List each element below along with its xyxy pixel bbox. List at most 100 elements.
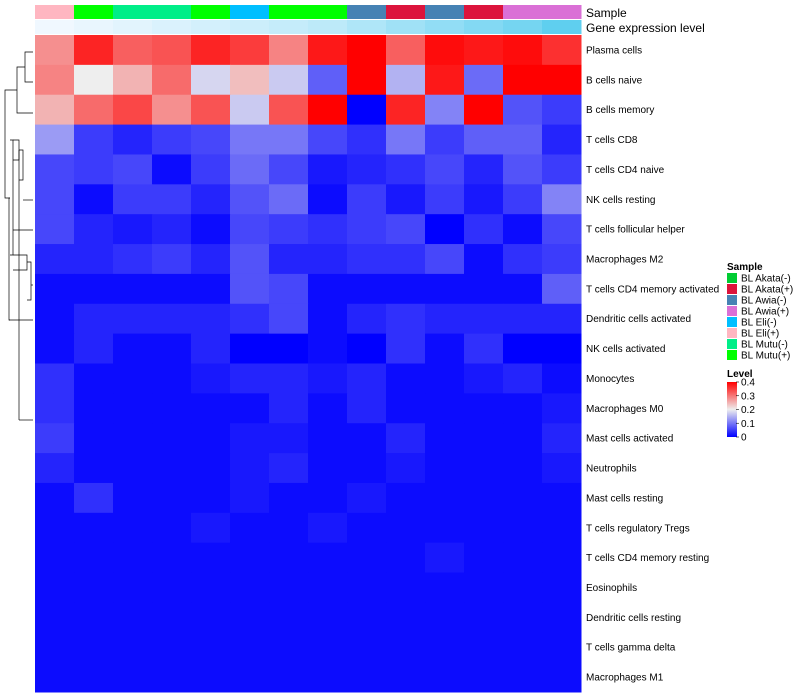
sample-legend-swatch bbox=[727, 350, 737, 360]
heatmap-cell bbox=[464, 94, 504, 126]
heatmap-cell bbox=[113, 94, 153, 126]
sample-legend-label: BL Eli(-) bbox=[741, 318, 777, 329]
heatmap-cell bbox=[35, 572, 75, 603]
heatmap-cell bbox=[542, 632, 582, 663]
sample-legend-swatch bbox=[727, 295, 737, 305]
annotation-label-sample: Sample bbox=[586, 6, 627, 20]
heatmap-cell bbox=[152, 35, 192, 66]
heatmap-cell bbox=[191, 482, 231, 514]
heatmap-cell bbox=[35, 393, 75, 424]
heatmap-cell bbox=[152, 333, 192, 364]
sample-annotation-cell bbox=[386, 5, 426, 19]
heatmap-cell bbox=[230, 64, 270, 96]
heatmap-cell bbox=[464, 632, 504, 663]
heatmap-cell bbox=[347, 423, 387, 454]
heatmap-cell bbox=[347, 35, 387, 66]
sample-legend-label: BL Awia(+) bbox=[741, 307, 789, 318]
heatmap-cell bbox=[74, 453, 114, 484]
heatmap-cell bbox=[542, 184, 582, 215]
heatmap-cell bbox=[35, 363, 75, 394]
heatmap-cell bbox=[269, 482, 309, 514]
heatmap-cell bbox=[35, 482, 75, 514]
heatmap-cell bbox=[74, 363, 114, 394]
heatmap-cell bbox=[74, 303, 114, 335]
heatmap-cell bbox=[35, 632, 75, 663]
heatmap-cell bbox=[425, 64, 465, 96]
expression-annotation-cell bbox=[35, 20, 75, 34]
level-legend-tick-label: 0 bbox=[741, 433, 747, 444]
heatmap-cell bbox=[425, 453, 465, 484]
level-legend-tick-label: 0.2 bbox=[741, 405, 755, 416]
heatmap-cell bbox=[503, 184, 543, 215]
dendrogram-branch bbox=[10, 139, 14, 256]
heatmap-cell bbox=[74, 512, 114, 544]
heatmap-cell bbox=[74, 572, 114, 603]
heatmap-cell bbox=[152, 303, 192, 335]
sample-legend-swatch bbox=[727, 273, 737, 283]
heatmap-cell bbox=[347, 512, 387, 544]
row-label: B cells naive bbox=[586, 75, 643, 86]
heatmap-cell bbox=[113, 572, 153, 603]
heatmap-cell bbox=[191, 64, 231, 96]
heatmap-cell bbox=[35, 423, 75, 454]
heatmap-cell bbox=[347, 94, 387, 126]
heatmap-cell bbox=[347, 363, 387, 394]
heatmap-cell bbox=[191, 35, 231, 66]
dendrogram-branch bbox=[8, 197, 10, 321]
heatmap-cell bbox=[308, 512, 348, 544]
heatmap-cell bbox=[152, 572, 192, 603]
heatmap-cell bbox=[425, 303, 465, 335]
heatmap-cell bbox=[113, 512, 153, 544]
heatmap-cell bbox=[113, 214, 153, 245]
heatmap-cell bbox=[113, 273, 153, 305]
heatmap-cell bbox=[347, 333, 387, 364]
heatmap-cell bbox=[386, 273, 426, 305]
annotation-label-expression: Gene expression level bbox=[586, 21, 705, 35]
heatmap-cell bbox=[464, 35, 504, 66]
heatmap-cell bbox=[152, 393, 192, 424]
heatmap-cell bbox=[425, 363, 465, 394]
heatmap-cell bbox=[191, 453, 231, 484]
sample-annotation-cell bbox=[74, 5, 114, 19]
row-label: B cells memory bbox=[586, 105, 654, 116]
heatmap-cell bbox=[269, 453, 309, 484]
heatmap-cell bbox=[464, 482, 504, 514]
heatmap-cell bbox=[230, 662, 270, 693]
heatmap-cell bbox=[308, 482, 348, 514]
heatmap-cell bbox=[35, 94, 75, 126]
heatmap-cell bbox=[503, 333, 543, 364]
row-label: Plasma cells bbox=[586, 45, 642, 56]
heatmap-cell bbox=[35, 244, 75, 275]
heatmap-cell bbox=[386, 35, 426, 66]
heatmap-cell bbox=[464, 423, 504, 454]
heatmap-cell bbox=[425, 94, 465, 126]
dendrogram-branch bbox=[19, 149, 24, 181]
heatmap-cell bbox=[230, 632, 270, 663]
heatmap-cell bbox=[191, 184, 231, 215]
row-label: T cells follicular helper bbox=[586, 225, 685, 236]
heatmap-cell bbox=[230, 453, 270, 484]
heatmap-cell bbox=[308, 453, 348, 484]
heatmap-cell bbox=[35, 64, 75, 96]
heatmap-cell bbox=[191, 662, 231, 693]
heatmap-cell bbox=[464, 154, 504, 185]
heatmap-cell bbox=[269, 35, 309, 66]
heatmap-cell bbox=[269, 363, 309, 394]
heatmap-cell bbox=[191, 124, 231, 155]
heatmap-cell bbox=[113, 303, 153, 335]
expression-annotation-cell bbox=[230, 20, 270, 34]
heatmap-cell bbox=[464, 363, 504, 394]
heatmap-cell bbox=[386, 184, 426, 215]
heatmap-cell bbox=[152, 94, 192, 126]
heatmap-cell bbox=[113, 423, 153, 454]
heatmap-cell bbox=[503, 64, 543, 96]
heatmap-cell bbox=[269, 572, 309, 603]
dendrogram-branch bbox=[24, 51, 33, 83]
heatmap-cell bbox=[542, 363, 582, 394]
heatmap-cell bbox=[503, 512, 543, 544]
heatmap-cell bbox=[113, 124, 153, 155]
heatmap-cell bbox=[191, 632, 231, 663]
heatmap-cell bbox=[347, 602, 387, 633]
heatmap-cell bbox=[269, 303, 309, 335]
heatmap-cell bbox=[425, 572, 465, 603]
